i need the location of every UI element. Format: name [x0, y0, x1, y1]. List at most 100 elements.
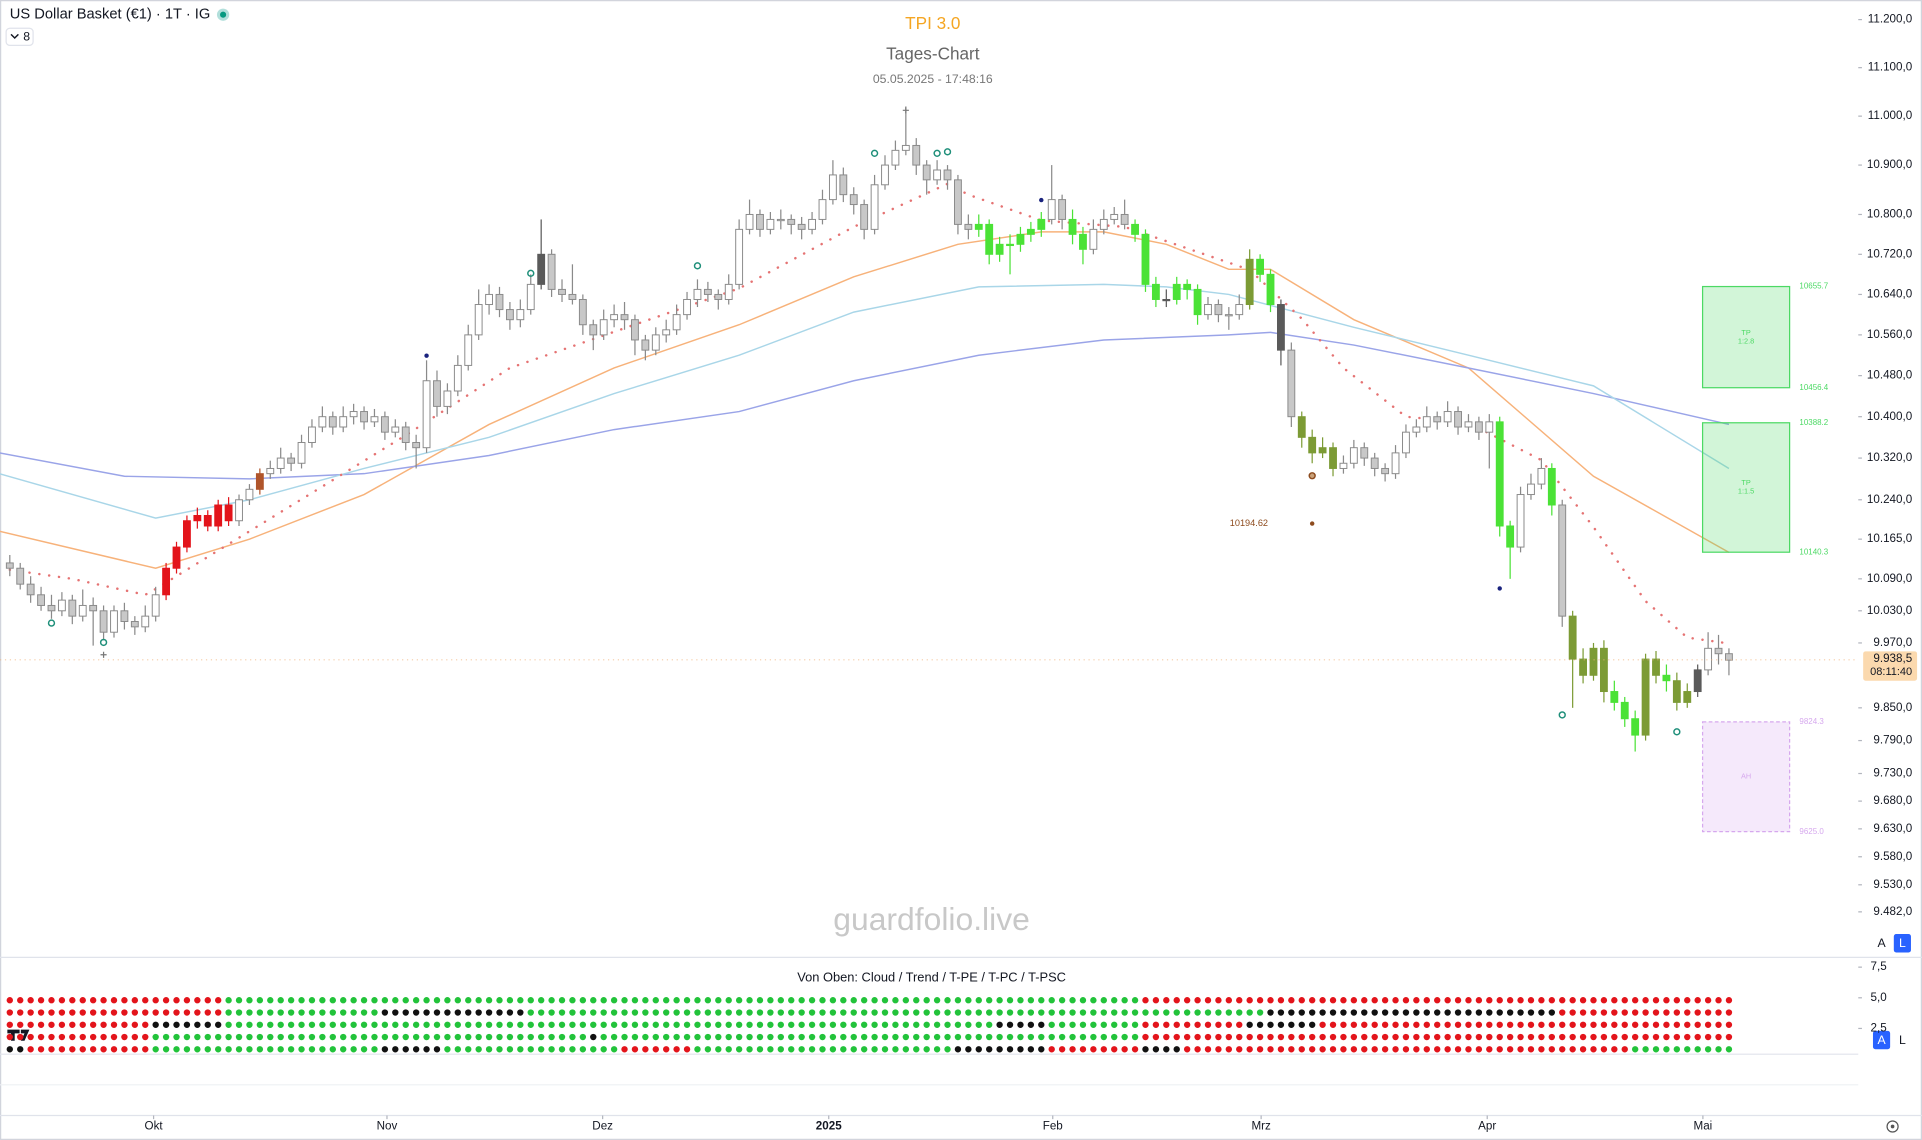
state-dot [392, 1033, 399, 1041]
state-dot [808, 1033, 816, 1041]
box-edge-label: 10140.3 [1799, 547, 1828, 556]
candle-body [547, 253, 556, 290]
state-dot [590, 1033, 597, 1041]
state-dot [1131, 1009, 1139, 1016]
state-dot [1100, 1033, 1107, 1041]
state-dot [485, 1009, 493, 1016]
state-dot [1684, 997, 1691, 1004]
state-dot [277, 1046, 284, 1053]
state-dot [298, 1046, 305, 1053]
state-dot [27, 1033, 34, 1041]
state-dot [996, 1033, 1003, 1041]
candle-body [1558, 504, 1567, 617]
state-dot [808, 1009, 816, 1016]
state-dot [1277, 997, 1285, 1004]
candle-body [1579, 658, 1587, 676]
state-dot [1100, 1009, 1107, 1016]
state-dot [798, 1021, 805, 1028]
state-dot [1611, 1046, 1618, 1053]
candle-body [183, 520, 191, 548]
state-dot [735, 997, 743, 1004]
state-dot [69, 1009, 76, 1016]
candle-body [1506, 525, 1515, 548]
scale-button[interactable]: A [1877, 936, 1886, 950]
state-dot [1308, 997, 1316, 1004]
state-dot [527, 997, 534, 1004]
state-dot [1319, 997, 1326, 1004]
state-dot [340, 1046, 347, 1053]
state-dot [1465, 1046, 1472, 1053]
state-dot [1277, 1021, 1285, 1028]
scale-button[interactable]: L [1899, 936, 1906, 950]
state-dot [1725, 997, 1733, 1004]
state-dot [173, 1046, 180, 1053]
state-dot [871, 997, 878, 1004]
state-dot [423, 1046, 430, 1053]
scale-button[interactable]: L [1899, 1033, 1906, 1047]
state-dot [746, 1046, 753, 1053]
state-dot [517, 1046, 524, 1053]
state-dot [152, 997, 159, 1004]
state-dot [1246, 1046, 1253, 1053]
state-dot [89, 1033, 97, 1041]
state-dot [704, 1033, 712, 1041]
state-dot [350, 1009, 357, 1016]
target-box [1701, 422, 1791, 553]
candle-body [1360, 447, 1369, 459]
state-dot [277, 1033, 284, 1041]
state-dot [298, 997, 305, 1004]
state-dot [819, 1009, 826, 1016]
state-dot [1236, 1033, 1243, 1041]
state-dot [329, 1046, 336, 1053]
state-dot [798, 1046, 805, 1053]
y-tick-label: 9.850,0 [1873, 701, 1912, 714]
state-dot [1611, 1021, 1618, 1028]
state-dot [465, 997, 472, 1004]
state-dot [975, 1009, 982, 1016]
state-dot [1079, 1009, 1087, 1016]
state-dot [121, 1021, 128, 1028]
state-dot [517, 1033, 524, 1041]
state-dot [1090, 1033, 1097, 1041]
state-dot [1329, 997, 1337, 1004]
state-dot [225, 997, 232, 1004]
state-dot [1006, 997, 1014, 1004]
state-dot [704, 997, 712, 1004]
candle-body [1256, 258, 1265, 275]
candle-body [662, 329, 671, 336]
state-dot [663, 1046, 670, 1053]
state-dot [1413, 1009, 1420, 1016]
state-dot [423, 1009, 430, 1016]
scale-button-bg[interactable] [1893, 934, 1911, 953]
candle-body [891, 149, 900, 166]
scale-button[interactable]: A [1877, 1033, 1886, 1047]
state-dot [683, 1021, 691, 1028]
candle-body [1589, 647, 1598, 676]
indicator-toggle[interactable] [5, 27, 34, 46]
state-dot [371, 1046, 378, 1053]
state-dot [1038, 997, 1045, 1004]
settings-icon[interactable] [1886, 1120, 1899, 1133]
state-dot [767, 1046, 774, 1053]
state-dot [1152, 1009, 1160, 1016]
state-dot [1652, 1009, 1660, 1016]
state-dot [1288, 1009, 1295, 1016]
state-dot [1434, 1033, 1441, 1041]
state-dot [986, 1009, 993, 1016]
state-dot [1548, 1009, 1556, 1016]
state-dot [183, 1033, 191, 1041]
state-dot [1569, 997, 1576, 1004]
state-dot [808, 997, 816, 1004]
state-dot [308, 1009, 316, 1016]
state-dot [1194, 997, 1201, 1004]
candle-body [943, 169, 952, 181]
candle-body [1329, 447, 1337, 469]
scale-button-bg[interactable] [1872, 1030, 1891, 1050]
state-dot [381, 997, 389, 1004]
state-dot [1559, 997, 1566, 1004]
state-dot [1100, 1046, 1107, 1053]
state-dot [162, 1021, 170, 1028]
state-dot [37, 1009, 45, 1016]
state-dot [735, 1021, 743, 1028]
